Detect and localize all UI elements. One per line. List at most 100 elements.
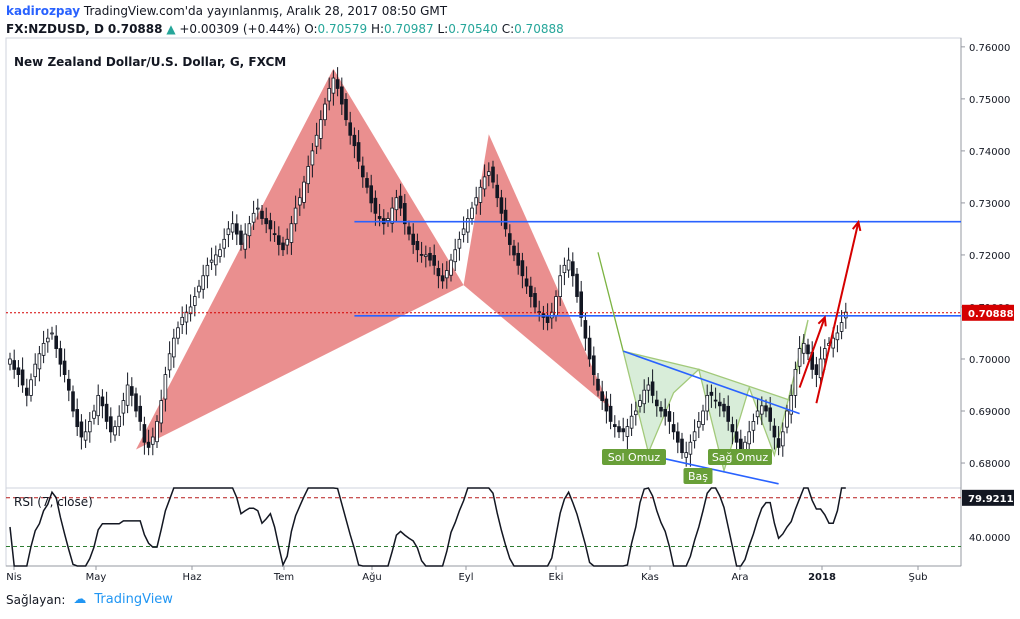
candle-body <box>159 400 164 424</box>
rsi-pane-frame <box>5 487 962 567</box>
candle-body <box>344 98 348 121</box>
candle-body <box>562 264 567 274</box>
candle-body <box>697 421 701 428</box>
label-left-shoulder-bg <box>602 449 666 465</box>
time-tick-label: May <box>86 572 107 583</box>
rsi-tick-label: 40.0000 <box>969 533 1010 544</box>
candle-body <box>33 363 37 378</box>
time-axis[interactable]: Nis May Haz Tem Ağu Eyl Eki Kas Ara 2018 Şub <box>6 566 928 583</box>
open-value: 0.70579 <box>317 22 368 36</box>
candle-body <box>722 403 726 412</box>
candle-body <box>46 337 50 343</box>
candle-body <box>755 410 760 418</box>
candle-body <box>718 401 722 407</box>
candle-body <box>88 421 92 433</box>
tradingview-logo-icon[interactable]: ☁ <box>73 592 87 607</box>
candle-body <box>201 275 206 290</box>
candle-body <box>663 409 667 417</box>
time-tick-label: Haz <box>183 572 202 583</box>
label-right-shoulder-bg <box>708 449 772 465</box>
candle-body <box>545 315 550 323</box>
candle-body <box>789 394 793 415</box>
price-tick-label: 0.74000 <box>969 147 1010 158</box>
candle-body <box>213 254 218 266</box>
candle-body <box>692 431 697 442</box>
candle-body <box>327 88 331 102</box>
candle-body <box>726 405 730 422</box>
candle-body <box>171 337 176 358</box>
candle-body <box>134 393 138 412</box>
candle-body <box>730 424 735 433</box>
candle-body <box>423 254 428 257</box>
candle-body <box>520 260 525 277</box>
price-tick-label: 0.73000 <box>969 199 1010 210</box>
candle-body <box>398 195 403 209</box>
candle-body <box>129 386 134 396</box>
rsi-indicator: 40.0000 79.9211 <box>6 487 1014 568</box>
candle-body <box>314 134 319 147</box>
candle-body <box>449 259 453 276</box>
candle-body <box>230 223 235 233</box>
candle-body <box>58 348 63 365</box>
change-arrow-icon: ▲ <box>166 22 176 36</box>
candle-body <box>310 150 315 166</box>
candle-body <box>608 405 613 422</box>
rsi-value-badge <box>962 489 1014 506</box>
candle-body <box>293 207 298 225</box>
candle-body <box>24 387 29 396</box>
candle-body <box>781 431 785 447</box>
candle-body <box>20 369 25 386</box>
candle-body <box>839 322 844 332</box>
candle-body <box>524 278 529 287</box>
candle-body <box>369 185 373 204</box>
candle-body <box>113 426 117 436</box>
target-arrow-2 <box>815 221 860 404</box>
candle-body <box>436 268 441 277</box>
label-left-shoulder: Sol Omuz <box>608 451 661 464</box>
candle-body <box>302 181 306 203</box>
candle-body <box>264 218 268 225</box>
candle-body <box>671 424 676 433</box>
candle-body <box>205 264 210 277</box>
candle-body <box>390 207 394 224</box>
candle-body <box>8 358 12 365</box>
candle-body <box>41 342 46 356</box>
price-tick-label: 0.72000 <box>969 251 1010 262</box>
candle-body <box>226 228 231 236</box>
candle-body <box>659 406 663 412</box>
candle-body <box>62 360 67 375</box>
candle-body <box>96 394 101 417</box>
candle-body <box>814 364 819 375</box>
candle-body <box>655 399 659 407</box>
candle-body <box>575 273 579 297</box>
candle-body <box>566 259 571 271</box>
price-chart[interactable]: Sol Omuz Baş Sağ Omuz 0.76000 0.75000 0.7400… <box>0 0 1020 586</box>
candle-body <box>491 166 495 183</box>
footer-label: Sağlayan: <box>6 592 66 607</box>
candle-body <box>600 391 604 402</box>
candle-body <box>386 218 390 222</box>
change-value: +0.00309 (+0.44%) <box>179 22 301 36</box>
candle-body <box>365 178 369 188</box>
candle-body <box>650 381 655 396</box>
price-tick-label: 0.68000 <box>969 459 1010 470</box>
candle-body <box>121 400 126 414</box>
author-link[interactable]: kadirozpay <box>6 4 81 18</box>
candle-body <box>411 233 415 245</box>
chart-title: New Zealand Dollar/U.S. Dollar, G, FXCM <box>14 55 286 69</box>
candle-body <box>713 399 718 402</box>
candle-body <box>276 235 281 245</box>
candle-body <box>667 411 672 422</box>
price-axis[interactable]: 0.760000.750000.740000.730000.720000.710… <box>961 43 1014 470</box>
candle-body <box>37 353 42 370</box>
candle-body <box>503 209 508 230</box>
tradingview-brand[interactable]: TradingView <box>94 592 173 607</box>
candle-body <box>684 452 688 458</box>
candle-body <box>646 384 651 391</box>
candle-body <box>495 184 499 199</box>
candle-body <box>167 353 172 371</box>
candle-body <box>470 207 474 219</box>
candle-body <box>453 249 457 263</box>
candle-body <box>617 426 621 433</box>
price-tick-label: 0.75000 <box>969 95 1010 106</box>
